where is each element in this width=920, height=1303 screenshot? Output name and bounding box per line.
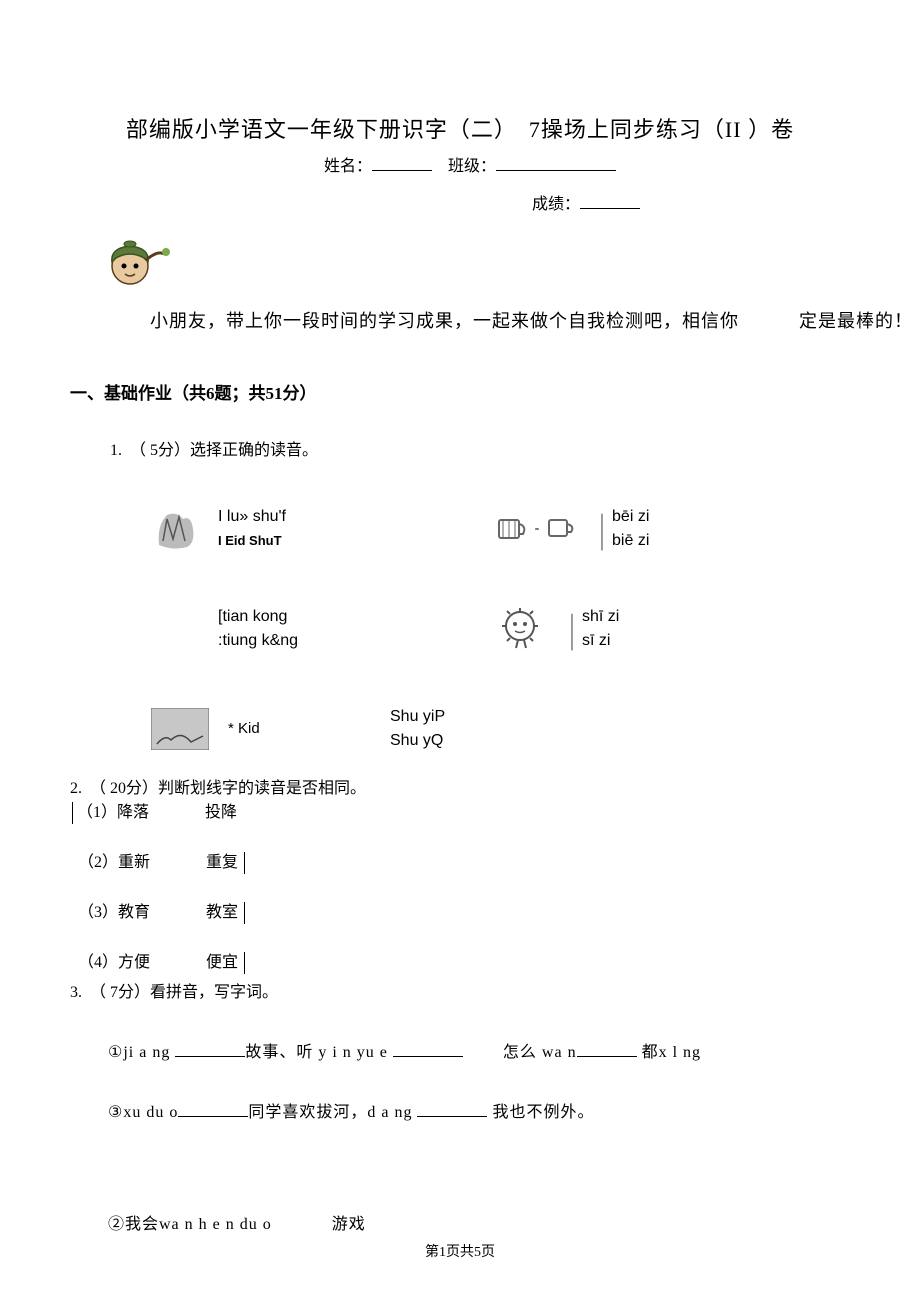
pinyin-2-right-bottom: sī zi xyxy=(582,629,619,653)
class-label: 班级： xyxy=(448,158,496,175)
pinyin-row-1: I lu» shu'f I Eid ShuT - | bēi zi biē zi xyxy=(150,504,760,554)
pinyin-1-left-bottom: I Eid ShuT xyxy=(218,529,286,553)
picture-item-5 xyxy=(150,704,210,754)
fill-blank[interactable] xyxy=(417,1101,487,1117)
fill-blank[interactable] xyxy=(178,1101,248,1117)
bracket-icon: | xyxy=(600,509,603,549)
page-footer: 第1页共5页 xyxy=(0,1241,920,1261)
pinyin-2-right-top: shī zi xyxy=(582,605,619,629)
name-blank[interactable] xyxy=(372,155,432,171)
q2-pairs: （1）降落投降 （2）重新重复 （3）教育教室 （4）方便便宜 xyxy=(0,802,920,974)
question-2: 2. （ 20分）判断划线字的读音是否相同。 xyxy=(0,774,920,798)
class-blank[interactable] xyxy=(496,155,616,171)
picture-item-2: - xyxy=(490,504,580,554)
score-label: 成绩： xyxy=(532,196,580,213)
q2-pair-3: （3）教育教室 xyxy=(78,902,920,924)
score-blank[interactable] xyxy=(580,193,640,209)
main-title: 部编版小学语文一年级下册识字（二） 7操场上同步练习（II ）卷 xyxy=(0,112,920,144)
pinyin-1-right-top: bēi zi xyxy=(612,505,649,529)
section-1-heading: 一、基础作业（共6题；共51分） xyxy=(0,379,920,404)
pinyin-1-left-top: I lu» shu'f xyxy=(218,505,286,529)
fill-blank[interactable] xyxy=(393,1041,463,1057)
pinyin-2-left-top: [tian kong xyxy=(218,605,298,629)
q3-line-1: ①ji a ng 故事、听 y i n yu e 怎么 wa n 都x l ng xyxy=(0,1038,920,1062)
pinyin-grid: I lu» shu'f I Eid ShuT - | bēi zi biē zi xyxy=(0,504,760,754)
question-1: 1. （ 5分）选择正确的读音。 xyxy=(0,436,920,460)
pinyin-3-mid-top: Shu yiP xyxy=(390,705,445,729)
pinyin-3-mid-bottom: Shu yQ xyxy=(390,729,445,753)
q3-line-3: ②我会wa n h e n du o 游戏 xyxy=(0,1210,920,1234)
pinyin-2-left-bottom: :tiung k&ng xyxy=(218,629,298,653)
picture-item-3 xyxy=(150,604,200,654)
name-label: 姓名： xyxy=(324,158,372,175)
bracket-icon: | xyxy=(570,609,573,649)
q2-pair-4: （4）方便便宜 xyxy=(78,952,920,974)
fill-blank[interactable] xyxy=(577,1041,637,1057)
pinyin-row-3: * Kid Shu yiP Shu yQ xyxy=(150,704,760,754)
q2-pair-2: （2）重新重复 xyxy=(78,852,920,874)
pinyin-1-right-bottom: biē zi xyxy=(612,529,649,553)
mascot-row xyxy=(0,232,920,297)
question-3: 3. （ 7分）看拼音，写字词。 xyxy=(0,978,920,1002)
name-class-row: 姓名： 班级： xyxy=(0,152,920,176)
score-row: 成绩： xyxy=(0,190,920,214)
picture-item-4 xyxy=(490,604,550,654)
mascot-icon xyxy=(100,232,180,292)
pinyin-3-left: * Kid xyxy=(228,717,260,741)
pinyin-row-2: [tian kong :tiung k&ng | shī zi sī zi xyxy=(150,604,760,654)
q3-line-2: ③xu du o同学喜欢拔河，d a ng 我也不例外。 xyxy=(0,1098,920,1122)
fill-blank[interactable] xyxy=(175,1041,245,1057)
picture-item-1 xyxy=(150,504,200,554)
intro-text: 小朋友，带上你一段时间的学习成果，一起来做个自我检测吧，相信你定是最棒的！ xyxy=(0,307,920,333)
q2-pair-1: （1）降落投降 xyxy=(72,802,920,824)
